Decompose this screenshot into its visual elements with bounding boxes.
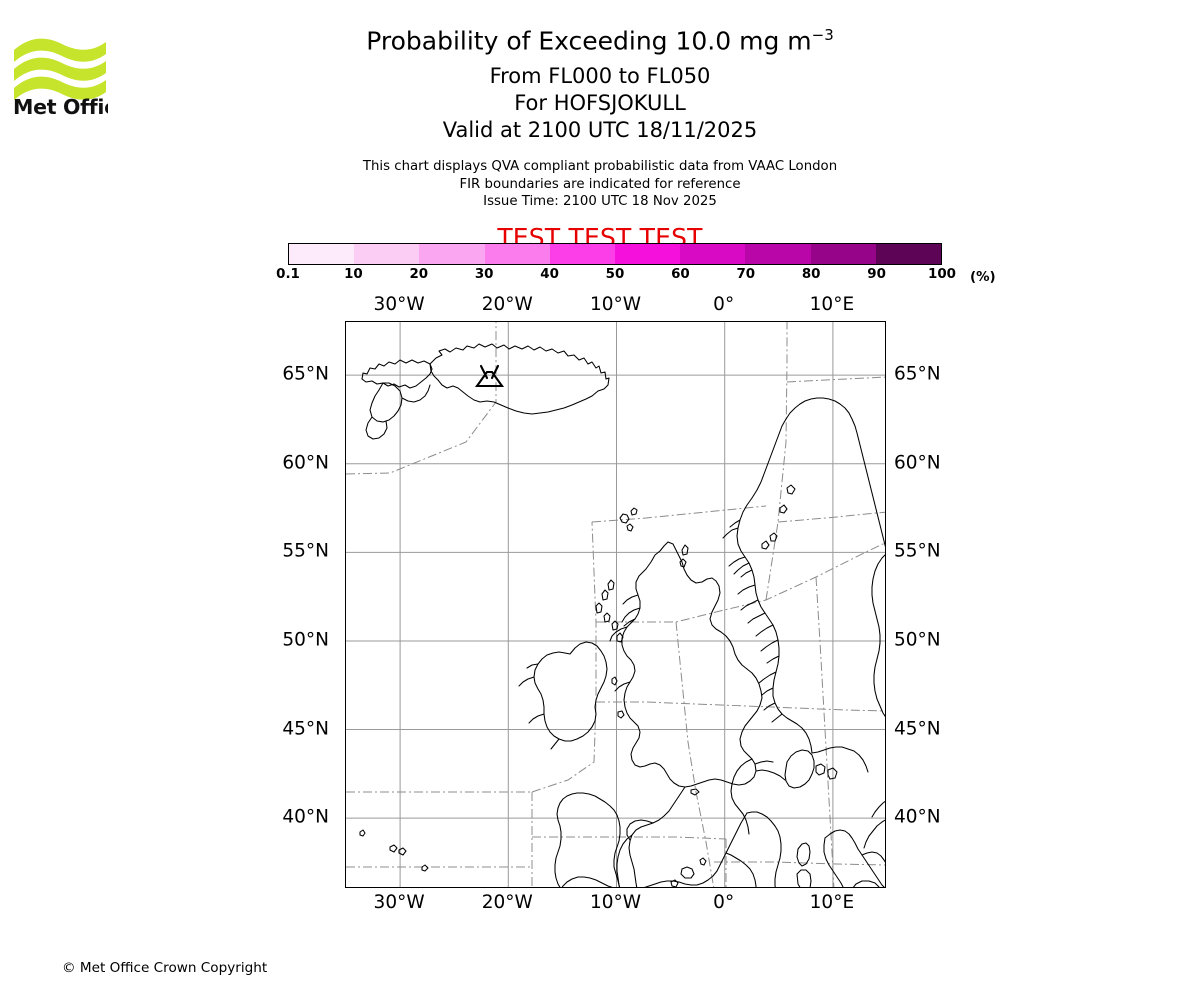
map-panel[interactable] — [345, 321, 886, 888]
coastlines — [359, 343, 885, 887]
lat-label-55°N: 55°N — [894, 540, 941, 562]
colorbar-band-4 — [549, 244, 616, 264]
colorbar-band-3 — [484, 244, 550, 264]
colorbar-band-5 — [615, 244, 681, 264]
colorbar-tick-10: 10 — [344, 267, 363, 282]
note-fir: FIR boundaries are indicated for referen… — [459, 176, 741, 192]
longitude-axis-bottom: 30°W 20°W 10°W 0° 10°E — [345, 892, 886, 916]
colorbar-tick-90: 90 — [867, 267, 886, 282]
colorbar-tick-0.1: 0.1 — [276, 267, 300, 282]
logo-waves — [14, 38, 106, 100]
lat-label-65°N: 65°N — [894, 363, 941, 385]
lat-label-40°N: 40°N — [894, 806, 941, 828]
latitude-axis-right: 65°N 60°N 55°N 50°N 45°N 40°N — [894, 321, 1094, 888]
lat-label-60°N: 60°N — [894, 452, 941, 474]
volcano-marker-icon — [474, 364, 505, 388]
page-title: Probability of Exceeding 10.0 mg m−3 — [0, 26, 1200, 56]
lon-label-20°W: 20°W — [481, 892, 533, 913]
latitude-axis-left: 65°N 60°N 55°N 50°N 45°N 40°N — [0, 321, 337, 888]
note-qva: This chart displays QVA compliant probab… — [362, 158, 838, 174]
logo-artwork: Met Office — [13, 38, 108, 116]
lat-label-40°N: 40°N — [282, 806, 329, 828]
lon-label-20°W: 20°W — [481, 294, 533, 315]
title-exponent: −3 — [811, 26, 834, 44]
lon-label-10°W: 10°W — [589, 892, 642, 913]
map-svg — [346, 322, 885, 887]
probability-colorbar: 0.1 10 20 30 40 50 60 70 80 90 100 — [276, 243, 956, 287]
map-gridlines — [346, 322, 885, 887]
note-issue-time: Issue Time: 2100 UTC 18 Nov 2025 — [483, 194, 717, 210]
colorbar-band-8 — [810, 244, 876, 264]
colorbar-band-2 — [419, 244, 485, 264]
colorbar-tick-labels: 0.1 10 20 30 40 50 60 70 80 90 100 — [276, 267, 956, 287]
lat-label-50°N: 50°N — [894, 629, 941, 651]
lat-label-45°N: 45°N — [894, 718, 941, 740]
colorbar-band-1 — [354, 244, 420, 264]
lon-label-10°W: 10°W — [589, 294, 642, 315]
title-valid-time: Valid at 2100 UTC 18/11/2025 — [442, 118, 758, 143]
met-office-logo: Met Office — [12, 24, 108, 116]
colorbar-band-6 — [680, 244, 746, 264]
lon-label-30°W: 30°W — [373, 294, 425, 315]
colorbar-band-0 — [289, 244, 355, 264]
colorbar-tick-70: 70 — [736, 267, 756, 282]
lat-label-65°N: 65°N — [282, 363, 329, 385]
longitude-axis-top: 30°W 20°W 10°W 0° 10°E — [345, 294, 886, 318]
colorbar-tick-20: 20 — [409, 267, 429, 282]
lat-label-60°N: 60°N — [282, 452, 329, 474]
fir-boundaries — [346, 322, 885, 887]
lat-label-45°N: 45°N — [282, 718, 329, 740]
colorbar-tick-60: 60 — [671, 267, 690, 282]
lon-label-10°E: 10°E — [809, 294, 855, 315]
colorbar-tick-50: 50 — [605, 267, 625, 282]
title-flight-levels: From FL000 to FL050 — [489, 64, 711, 89]
lon-label-0°: 0° — [713, 294, 735, 315]
title-main-text: Probability of Exceeding 10.0 mg m — [366, 26, 812, 56]
lon-label-10°E: 10°E — [809, 892, 855, 913]
colorbar-unit-label: (%) — [970, 270, 996, 285]
lat-label-55°N: 55°N — [282, 540, 329, 562]
logo-wordmark: Met Office — [13, 95, 108, 116]
chart-title-block: Probability of Exceeding 10.0 mg m−3 Fro… — [0, 0, 1200, 252]
colorbar-tick-30: 30 — [474, 267, 494, 282]
colorbar-bands — [288, 243, 942, 265]
lat-label-50°N: 50°N — [282, 629, 329, 651]
colorbar-band-7 — [745, 244, 811, 264]
colorbar-tick-40: 40 — [540, 267, 559, 282]
title-volcano: For HOFSJOKULL — [514, 91, 686, 116]
lon-label-30°W: 30°W — [373, 892, 425, 913]
colorbar-tick-100: 100 — [928, 267, 956, 282]
lon-label-0°: 0° — [713, 892, 735, 913]
colorbar-band-9 — [875, 244, 942, 264]
copyright-footer: © Met Office Crown Copyright — [62, 960, 268, 976]
map-frame[interactable] — [345, 321, 886, 888]
colorbar-tick-80: 80 — [801, 267, 821, 282]
